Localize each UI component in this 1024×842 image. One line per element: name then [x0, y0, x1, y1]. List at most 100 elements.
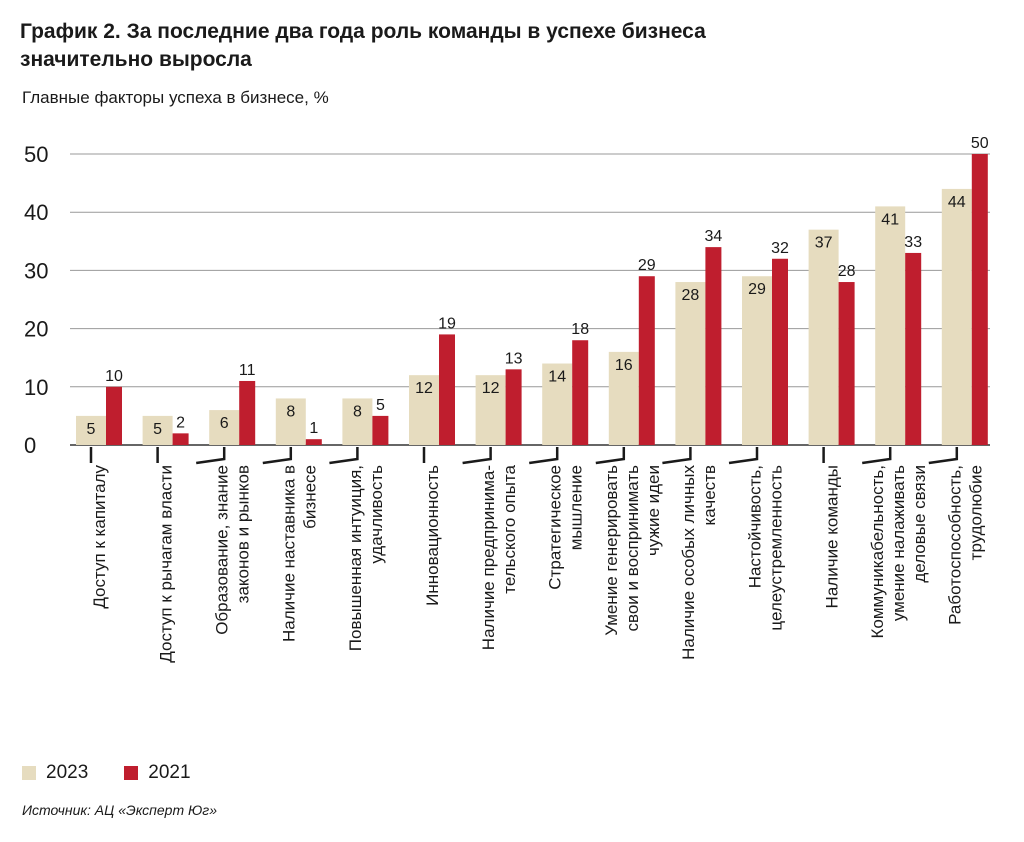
bar-2023 [275, 398, 306, 445]
y-tick-label: 10 [24, 375, 48, 400]
y-tick-label: 40 [24, 200, 48, 225]
data-label-2023: 41 [881, 211, 899, 228]
data-label-2021: 11 [239, 362, 256, 379]
category-label-line: Работоспособность, [945, 465, 964, 625]
y-tick-label: 20 [24, 317, 48, 342]
legend: 2023 2021 [22, 762, 191, 784]
category-label-line: Наличие особых личных [679, 465, 698, 660]
bar-2021 [772, 258, 788, 445]
chart-subtitle: Главные факторы успеха в бизнесе, % [22, 88, 329, 107]
data-label-2021: 32 [771, 240, 789, 257]
category-tick [462, 447, 492, 465]
category-label-line: чужие идеи [644, 465, 663, 556]
bar-2021 [106, 386, 122, 445]
bar-2023 [342, 398, 373, 445]
data-label-2023: 12 [482, 380, 500, 397]
category-label-line: Повышенная интуиция, [346, 465, 365, 651]
bar-2023 [941, 188, 972, 446]
category-label: Наличие наставника в бизнесе [279, 465, 319, 642]
category-label-line: качеств [700, 465, 719, 526]
bar-2023 [409, 375, 439, 445]
category-label-line: Настойчивость, [746, 465, 765, 588]
category-label-line: законов и рынков [234, 465, 253, 603]
data-label-2023: 5 [87, 421, 96, 438]
data-label-2021: 33 [904, 234, 922, 251]
category-label-line: деловые связи [910, 465, 929, 583]
category-tick [662, 447, 692, 465]
category-label-line: свои и воспринимать [623, 465, 642, 632]
bar-2023 [142, 415, 173, 445]
data-label-2023: 5 [153, 421, 162, 438]
data-label-2023: 16 [615, 357, 633, 374]
category-tick [862, 447, 892, 465]
data-label-2023: 28 [682, 287, 700, 304]
bar-2021 [505, 369, 522, 445]
category-tick [329, 447, 359, 465]
category-label-line: Инновационность [423, 465, 442, 606]
category-label-line: целеустремленность [767, 465, 786, 631]
category-tick [728, 447, 759, 465]
bar-2021 [372, 415, 389, 445]
data-label-2021: 2 [176, 414, 185, 431]
category-label: Умение генерировать свои и воспринимать чу… [602, 465, 663, 636]
category-tick [196, 447, 226, 465]
bar-2021 [239, 380, 256, 445]
bar-2021 [638, 276, 655, 445]
legend-label: 2021 [148, 762, 191, 783]
data-label-2021: 18 [571, 321, 589, 338]
y-tick-label: 30 [24, 258, 48, 283]
data-label-2023: 8 [286, 403, 295, 420]
category-label-line: умение налаживать [889, 465, 908, 621]
category-tick [928, 447, 959, 465]
category-label: Инновационность [423, 465, 442, 606]
data-label-2023: 44 [948, 194, 966, 211]
data-label-2021: 34 [705, 228, 723, 245]
category-label-line: Доступ к капиталу [90, 465, 109, 609]
data-label-2023: 29 [748, 281, 766, 298]
bar-2023 [76, 415, 106, 445]
category-label: Доступ к рычагам власти [157, 465, 176, 663]
category-label-line: Наличие предпринима- [479, 465, 498, 650]
category-tick [262, 447, 293, 465]
data-label-2021: 28 [838, 263, 856, 280]
bar-2021 [439, 334, 455, 445]
category-label-line: Умение генерировать [602, 465, 621, 636]
category-tick [529, 447, 559, 465]
data-label-2021: 1 [309, 420, 318, 437]
category-label-line: мышление [567, 465, 586, 550]
source-note: Источник: АЦ «Эксперт Юг» [22, 802, 217, 818]
data-label-2023: 14 [548, 369, 566, 386]
category-label-line: Доступ к рычагам власти [157, 465, 176, 663]
bar-2023 [875, 206, 906, 445]
bar-2021 [905, 252, 922, 445]
bar-2023 [542, 363, 573, 445]
data-label-2021: 50 [971, 135, 989, 152]
bar-2021 [838, 282, 855, 445]
category-label-line: удачливость [367, 465, 386, 564]
data-label-2021: 13 [505, 350, 523, 367]
bar-2021 [305, 439, 322, 445]
bar-2021 [172, 433, 189, 445]
category-label: Коммуникабельность, умение налаживать дело… [868, 465, 929, 639]
legend-item-2021: 2021 [124, 762, 191, 784]
category-tick [595, 447, 626, 465]
bar-2023 [742, 276, 772, 445]
category-label: Наличие особых личных качеств [679, 465, 719, 660]
data-label-2023: 12 [415, 380, 433, 397]
category-label-line: Образование, знание [213, 465, 232, 635]
category-label: Наличие предпринима-тельского опыта [479, 464, 519, 650]
category-label: Стратегическое мышление [546, 465, 586, 590]
bar-2023 [608, 351, 639, 445]
category-label-line: Наличие команды [823, 465, 842, 608]
data-label-2023: 8 [353, 403, 362, 420]
category-label-line: трудолюбие [966, 465, 985, 560]
y-tick-label: 0 [24, 433, 36, 458]
y-tick-label: 50 [24, 142, 48, 167]
category-label-line: бизнесе [300, 465, 319, 529]
category-label-line: Наличие наставника в [279, 465, 298, 642]
bar-2021 [705, 247, 722, 445]
category-label: Работоспособность, трудолюбие [945, 465, 985, 625]
category-label: Наличие команды [823, 465, 842, 608]
legend-swatch-2021 [124, 766, 139, 780]
